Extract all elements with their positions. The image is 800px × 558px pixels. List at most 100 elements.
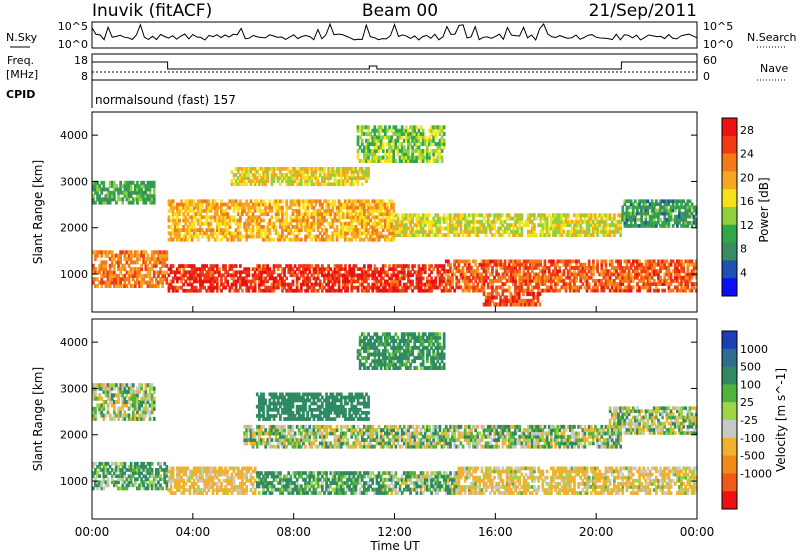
- heatmap-cell: [325, 228, 328, 232]
- heatmap-cell: [166, 277, 169, 281]
- heatmap-cell: [600, 263, 603, 267]
- heatmap-cell: [447, 260, 450, 264]
- heatmap-cell: [103, 181, 106, 185]
- heatmap-cell: [411, 280, 414, 284]
- heatmap-cell: [369, 264, 372, 268]
- heatmap-cell: [489, 213, 492, 217]
- heatmap-cell: [592, 269, 595, 273]
- heatmap-cell: [413, 264, 416, 268]
- heatmap-cell: [537, 299, 540, 303]
- noise-left-tick-top: 10^5: [58, 20, 88, 33]
- heatmap-cell: [441, 156, 444, 160]
- heatmap-cell: [605, 263, 608, 267]
- heatmap-cell: [611, 260, 614, 264]
- heatmap-cell: [336, 225, 339, 229]
- heatmap-cell: [323, 167, 326, 171]
- heatmap-cell: [281, 199, 284, 203]
- heatmap-cell: [596, 260, 599, 264]
- heatmap-cell: [558, 266, 561, 270]
- heatmap-cell: [361, 182, 364, 186]
- noise-left-tick-bottom: 10^0: [58, 38, 88, 51]
- heatmap-cell: [508, 286, 511, 290]
- heatmap-cell: [424, 264, 427, 268]
- y-tick-label: 4000: [60, 129, 88, 142]
- colorbar-swatch: [722, 278, 737, 296]
- heatmap-cell: [239, 264, 242, 268]
- heatmap-cell: [395, 159, 398, 163]
- heatmap-cell: [363, 264, 366, 268]
- heatmap-cell: [130, 184, 133, 188]
- heatmap-cell: [514, 276, 517, 280]
- heatmap-cell: [281, 206, 284, 210]
- colorbar-swatch: [722, 136, 737, 154]
- heatmap-cell: [663, 289, 666, 293]
- heatmap-cell: [151, 468, 154, 472]
- heatmap-cell: [539, 292, 542, 296]
- nave-tick-top: 60: [703, 54, 717, 67]
- heatmap-cell: [518, 260, 521, 264]
- beam-title: Beam 00: [362, 1, 438, 21]
- heatmap-cell: [653, 260, 656, 264]
- heatmap-cell: [107, 477, 110, 481]
- noise-sky-label: N.Sky: [6, 31, 38, 44]
- heatmap-cell: [638, 260, 641, 264]
- power-y-label: Slant Range [km]: [31, 160, 45, 264]
- heatmap-cell: [382, 142, 385, 146]
- freq-label-line2: [MHz]: [6, 68, 38, 81]
- noise-right-tick-top: 10^5: [703, 20, 733, 33]
- freq-tick-top: 18: [74, 54, 88, 67]
- heatmap-cell: [218, 267, 221, 271]
- heatmap-cell: [292, 280, 295, 284]
- heatmap-cell: [579, 286, 582, 290]
- heatmap-cell: [596, 263, 599, 267]
- colorbar-swatch: [722, 154, 737, 172]
- heatmap-cell: [334, 199, 337, 203]
- heatmap-cell: [357, 139, 360, 143]
- heatmap-cell: [588, 260, 591, 264]
- heatmap-cell: [172, 467, 175, 471]
- nave-label: Nave: [760, 62, 788, 75]
- heatmap-cell: [428, 213, 431, 217]
- power-colorbar-label: Power [dB]: [757, 177, 771, 242]
- colorbar-tick-label: 20: [740, 171, 754, 184]
- heatmap-cell: [506, 295, 509, 299]
- heatmap-cell: [226, 280, 229, 284]
- frequency-panel: Freq. [MHz] 18 8 60 0 Nave: [6, 54, 788, 83]
- heatmap-cell: [552, 260, 555, 264]
- heatmap-cell: [458, 263, 461, 267]
- heatmap-cell: [361, 139, 364, 143]
- heatmap-cell: [535, 302, 538, 306]
- heatmap-cell: [422, 277, 425, 281]
- heatmap-cell: [497, 273, 500, 277]
- heatmap-cell: [539, 302, 542, 306]
- heatmap-cell: [428, 156, 431, 160]
- heatmap-cell: [605, 260, 608, 264]
- colorbar-tick-label: 24: [740, 148, 754, 161]
- heatmap-cell: [532, 299, 535, 303]
- heatmap-cell: [392, 203, 395, 207]
- heatmap-cell: [248, 267, 251, 271]
- heatmap-cell: [119, 181, 122, 185]
- heatmap-cell: [166, 465, 169, 469]
- heatmap-cell: [367, 167, 370, 171]
- heatmap-cell: [649, 286, 652, 290]
- heatmap-cell: [567, 213, 570, 217]
- heatmap-cell: [178, 219, 181, 223]
- heatmap-cell: [407, 264, 410, 268]
- colorbar-tick-label: 8: [740, 243, 747, 256]
- heatmap-cell: [224, 264, 227, 268]
- colorbar-swatch: [722, 243, 737, 261]
- heatmap-cell: [619, 260, 622, 264]
- colorbar-swatch: [722, 207, 737, 225]
- colorbar-swatch: [722, 260, 737, 278]
- heatmap-cell: [491, 269, 494, 273]
- heatmap-cell: [443, 132, 446, 136]
- heatmap-cell: [344, 264, 347, 268]
- heatmap-cell: [535, 233, 538, 237]
- noise-sky-trace: [92, 24, 697, 40]
- station-title: Inuvik (fitACF): [92, 1, 212, 21]
- heatmap-cell: [468, 260, 471, 264]
- heatmap-cell: [159, 462, 162, 466]
